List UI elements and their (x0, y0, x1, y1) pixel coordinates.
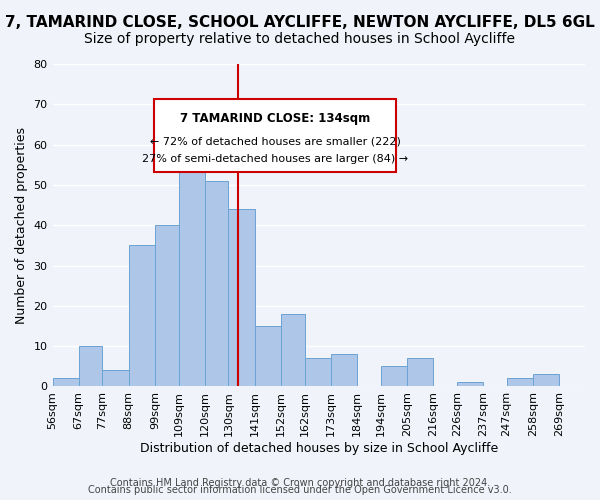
Bar (128, 246, 155, 386)
Bar (506, 378, 533, 386)
Bar (205, 181, 229, 386)
Text: Contains public sector information licensed under the Open Government Licence v3: Contains public sector information licen… (88, 485, 512, 495)
Bar (305, 358, 331, 386)
X-axis label: Distribution of detached houses by size in School Aycliffe: Distribution of detached houses by size … (140, 442, 498, 455)
Text: Size of property relative to detached houses in School Aycliffe: Size of property relative to detached ho… (85, 32, 515, 46)
Text: 7, TAMARIND CLOSE, SCHOOL AYCLIFFE, NEWTON AYCLIFFE, DL5 6GL: 7, TAMARIND CLOSE, SCHOOL AYCLIFFE, NEWT… (5, 15, 595, 30)
Text: Contains HM Land Registry data © Crown copyright and database right 2024.: Contains HM Land Registry data © Crown c… (110, 478, 490, 488)
Bar (229, 209, 254, 386)
Y-axis label: Number of detached properties: Number of detached properties (15, 126, 28, 324)
Bar (155, 225, 179, 386)
Bar (179, 140, 205, 386)
Text: 27% of semi-detached houses are larger (84) →: 27% of semi-detached houses are larger (… (142, 154, 408, 164)
Bar (254, 326, 281, 386)
Bar (281, 314, 305, 386)
Bar (407, 358, 433, 386)
Text: ← 72% of detached houses are smaller (222): ← 72% of detached houses are smaller (22… (149, 136, 400, 146)
Bar (103, 370, 128, 386)
Text: 7 TAMARIND CLOSE: 134sqm: 7 TAMARIND CLOSE: 134sqm (180, 112, 370, 124)
Bar (53, 378, 79, 386)
Bar (331, 354, 357, 386)
Bar (533, 374, 559, 386)
Bar (380, 366, 407, 386)
Bar (457, 382, 483, 386)
Bar (79, 346, 103, 387)
